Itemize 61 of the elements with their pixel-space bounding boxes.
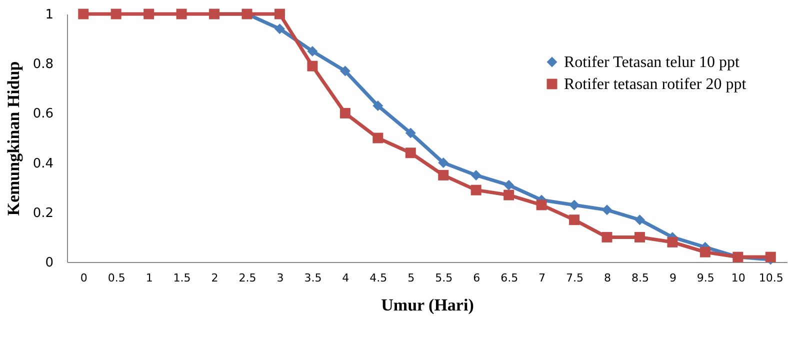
point [78,8,89,20]
point [274,24,285,34]
x-tick-label: 4.5 [370,272,388,284]
y-tick-label: 0.8 [32,57,54,72]
x-tick-label: 2.5 [238,272,256,284]
point [340,66,350,76]
point [307,46,318,56]
x-tick-label: 10 [731,272,746,284]
legend-label: Rotifer Tetasan telur 10 ppt [564,54,740,71]
y-tick-label: 0.2 [32,206,54,221]
point [307,60,318,72]
point [438,170,449,180]
point [504,190,514,200]
x-tick-label: 2 [211,272,218,284]
x-tick-label: 0 [80,272,88,284]
point [700,246,710,258]
y-tick-label: 0 [45,256,54,270]
point [405,148,416,158]
point [470,184,482,196]
point [602,204,612,216]
point [569,200,580,210]
point [602,232,612,242]
x-tick-label: 5 [408,272,415,284]
x-tick-label: 8.5 [631,272,649,284]
y-tick-label: 0.4 [32,156,54,172]
x-axis-title: Umur (Hari) [381,296,474,314]
x-tick-label: 0.5 [108,272,126,284]
point [110,8,122,20]
point [569,214,580,226]
x-tick-label: 7.5 [566,272,584,284]
x-tick-label: 6 [473,272,480,284]
x-tick-label: 4 [342,272,350,284]
x-tick-label: 3.5 [304,272,322,284]
point [438,158,449,168]
x-tick-label: 9 [669,272,676,284]
point [667,236,678,248]
x-tick-label: 7 [538,272,546,284]
x-tick-label: 10.5 [758,272,784,284]
point [144,8,154,20]
point [504,180,514,190]
point [274,8,285,20]
point [176,8,187,20]
x-tick-label: 8 [604,272,611,284]
y-tick-label: 1 [45,8,54,22]
point [634,232,645,242]
point [405,128,416,138]
x-tick-label: 5.5 [435,272,453,284]
point [634,214,645,226]
legend-label: Rotifer tetasan rotifer 20 ppt [564,76,747,93]
point [372,100,384,112]
x-tick-label: 3 [276,272,284,284]
x-tick-label: 6.5 [500,272,518,284]
x-tick-label: 1 [146,272,153,284]
point [372,132,384,144]
y-axis-title: Kemungkinan Hidup [4,61,23,216]
point [470,170,482,180]
point [340,108,350,118]
y-tick-label: 0.6 [32,106,54,122]
point [536,200,547,210]
x-tick-label: 9.5 [696,272,714,284]
x-tick-label: 1.5 [173,272,191,284]
